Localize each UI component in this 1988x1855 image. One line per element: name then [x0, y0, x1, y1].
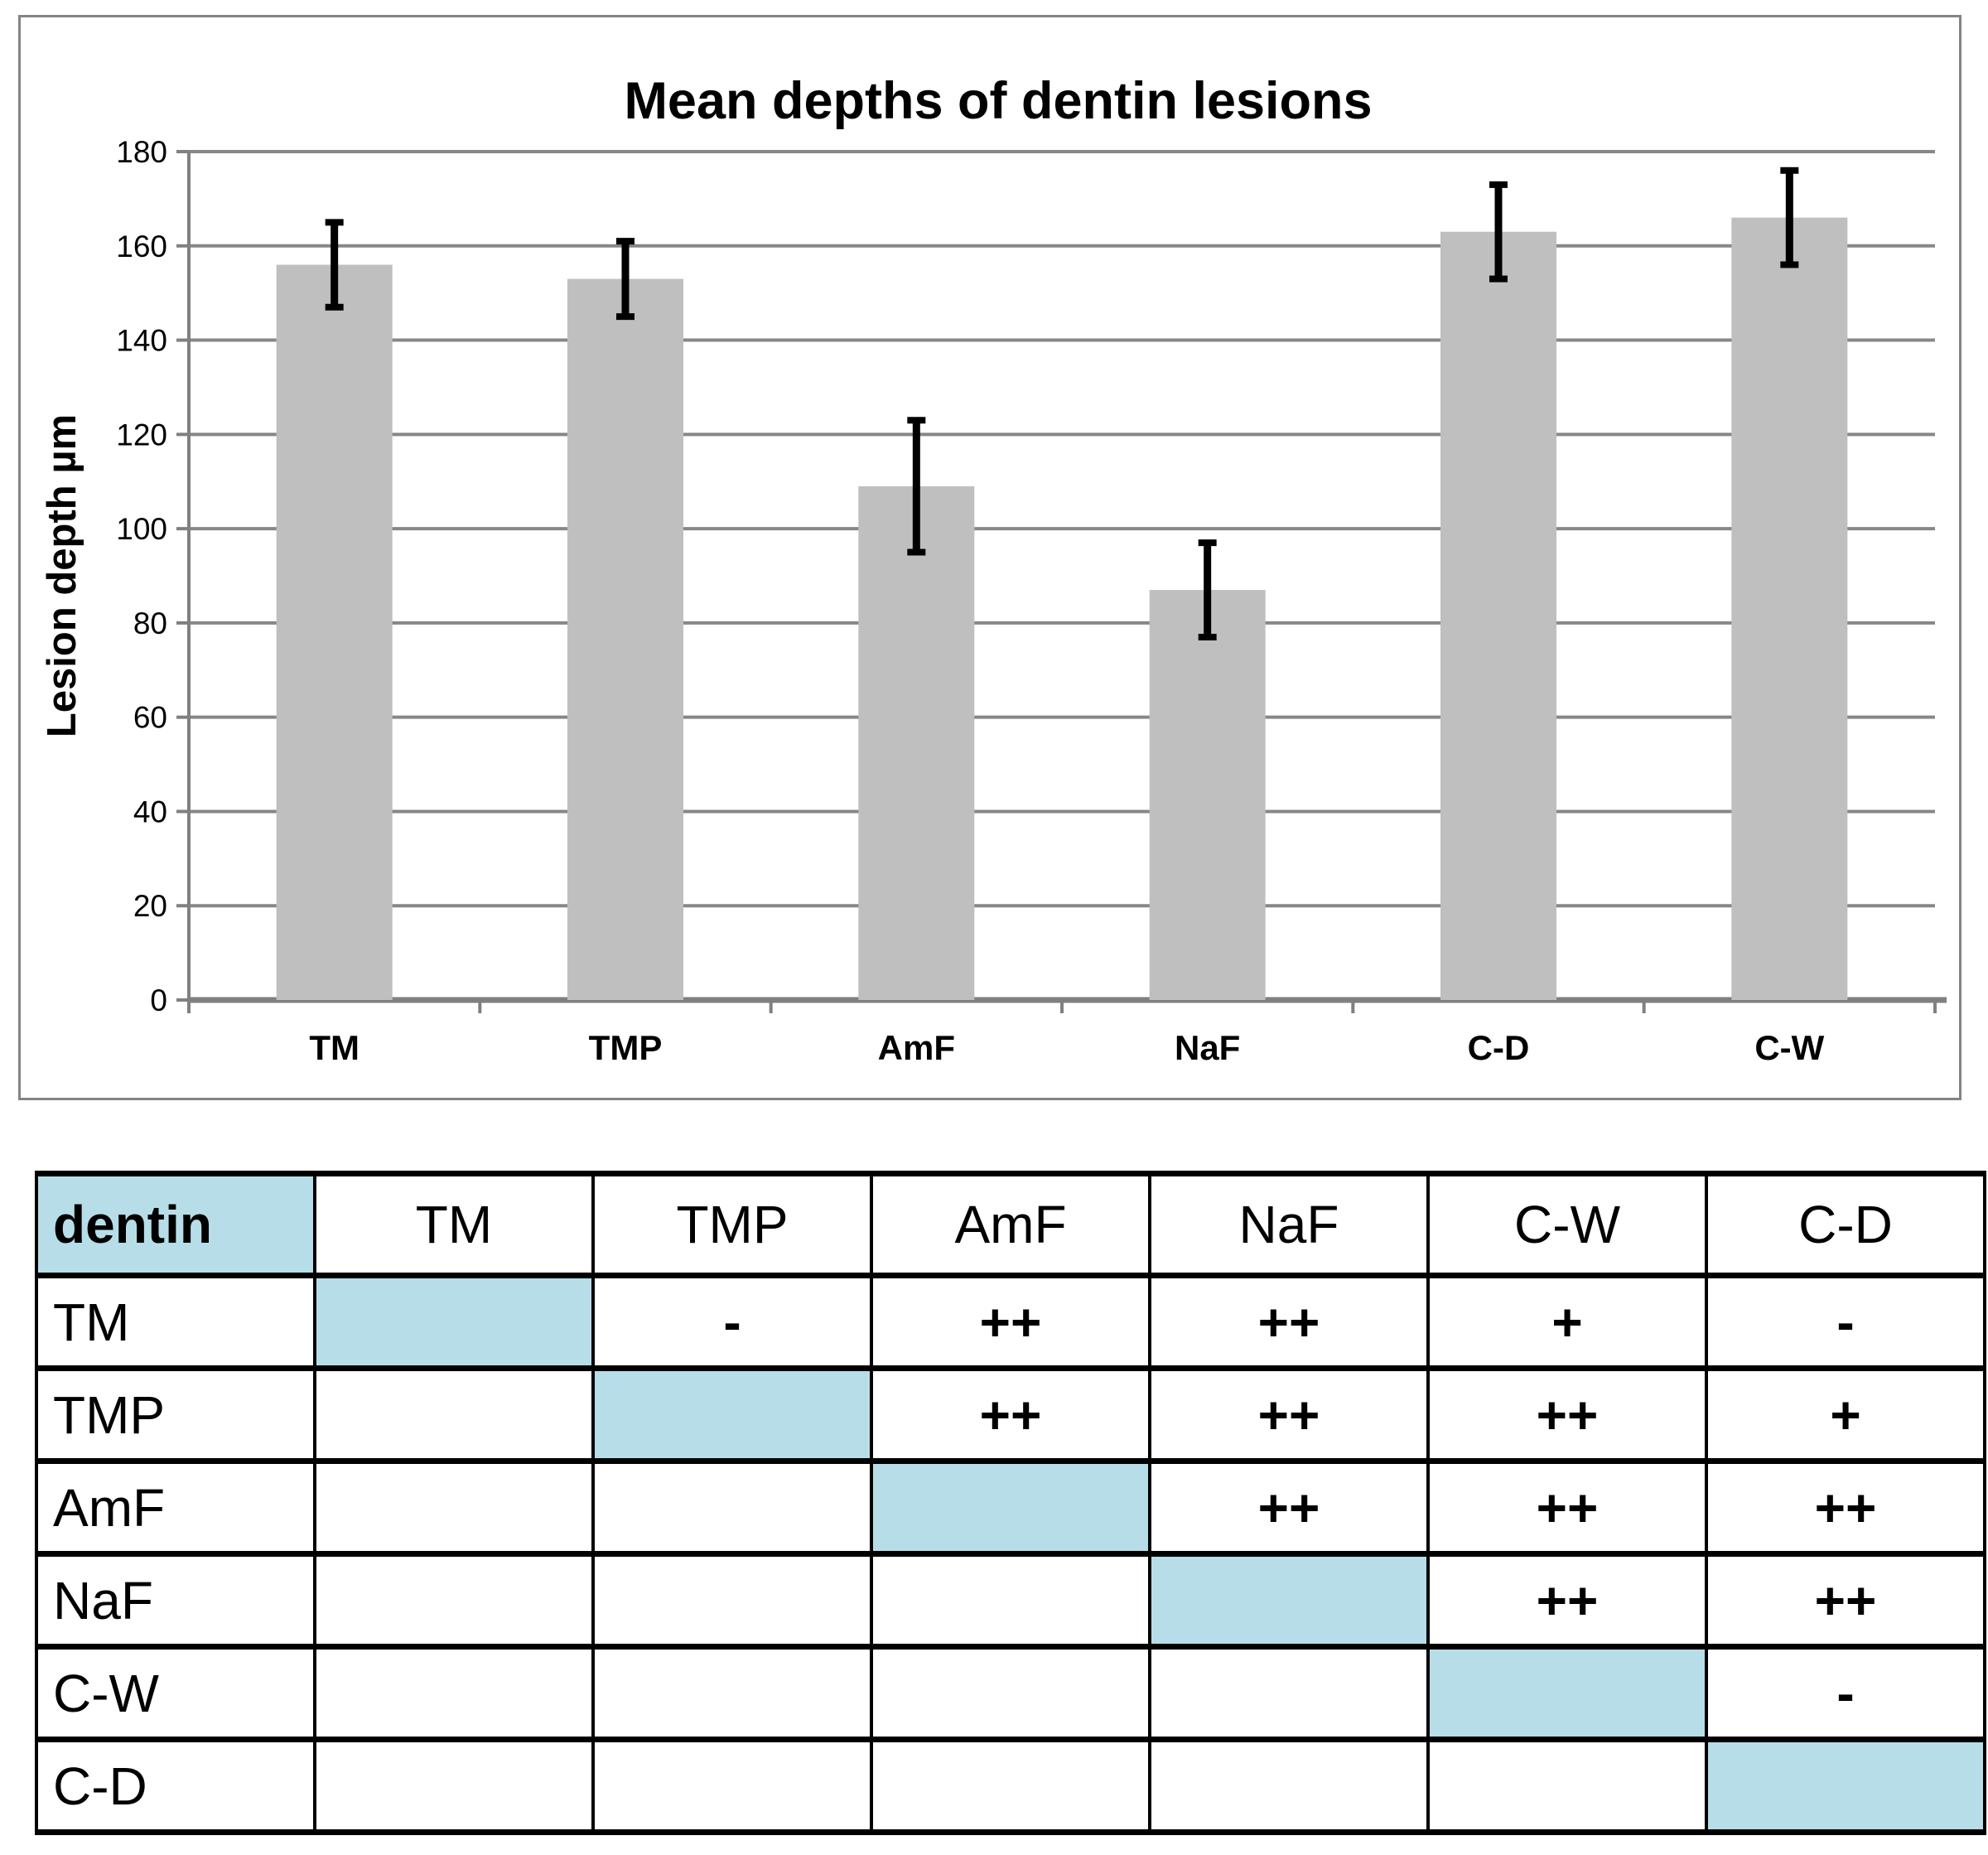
- chart-container: Mean depths of dentin lesions Lesion dep…: [18, 15, 1961, 1100]
- y-tick-label: 40: [133, 795, 167, 828]
- column-header-cw: C-W: [1426, 1171, 1708, 1278]
- table-cell: [591, 1644, 873, 1742]
- table-cell: [591, 1737, 873, 1835]
- bar-tm: [276, 264, 393, 1000]
- y-tick-label: 80: [133, 606, 167, 640]
- table-cell: [870, 1551, 1151, 1650]
- bar-c-w: [1731, 217, 1848, 1001]
- row-header-cd: C-D: [35, 1737, 316, 1835]
- table-cell: ++: [1148, 1458, 1430, 1557]
- row-header-naf: NaF: [35, 1551, 316, 1650]
- table-row: TM - ++ ++ + -: [35, 1273, 1986, 1371]
- row-header-tmp: TMP: [35, 1365, 316, 1464]
- table-cell: [870, 1644, 1151, 1742]
- table-cell: [870, 1458, 1151, 1557]
- y-tick-label: 140: [116, 324, 167, 358]
- table-cell: [1426, 1737, 1708, 1835]
- y-axis-label: Lesion depth µm: [40, 414, 84, 737]
- table-cell: ++: [1426, 1365, 1708, 1464]
- bar-amf: [858, 485, 975, 1000]
- table-cell: ++: [870, 1365, 1151, 1464]
- table-row: C-D: [35, 1737, 1986, 1835]
- row-header-amf: AmF: [35, 1458, 316, 1557]
- table-cell: [870, 1737, 1151, 1835]
- table-cell: ++: [870, 1273, 1151, 1371]
- category-label-tmp: TMP: [589, 1028, 663, 1067]
- table-cell: [313, 1644, 595, 1742]
- table-cell: [313, 1365, 595, 1464]
- column-header-tmp: TMP: [591, 1171, 873, 1278]
- table-cell: +: [1705, 1365, 1986, 1464]
- table-cell: [591, 1551, 873, 1650]
- table-row: NaF ++ ++: [35, 1551, 1986, 1650]
- bar-naf: [1149, 590, 1266, 1000]
- table-corner-cell: dentin: [35, 1171, 316, 1278]
- plot-area: 0 20 40 60 80 100 120 140 160 180 TM TMP AmF NaF C-D C-…: [116, 135, 1947, 1067]
- table-cell: [1705, 1737, 1986, 1835]
- table-row: TMP ++ ++ ++ +: [35, 1365, 1986, 1464]
- category-label-c-d: C-D: [1468, 1028, 1530, 1067]
- bar-c-d: [1440, 231, 1556, 1000]
- y-tick-label: 20: [133, 889, 167, 923]
- table-cell: ++: [1705, 1458, 1986, 1557]
- column-header-naf: NaF: [1148, 1171, 1430, 1278]
- table-row: AmF ++ ++ ++: [35, 1458, 1986, 1557]
- table-cell: [313, 1737, 595, 1835]
- y-tick-label: 0: [150, 983, 167, 1017]
- row-header-tm: TM: [35, 1273, 316, 1371]
- table-cell: -: [591, 1273, 873, 1371]
- table-cell: [313, 1551, 595, 1650]
- table-cell: [1148, 1737, 1430, 1835]
- table-header-row: dentin TM TMP AmF NaF C-W C-D: [35, 1171, 1986, 1278]
- y-tick-label: 100: [116, 512, 167, 546]
- table-cell: [1148, 1551, 1430, 1650]
- table-cell: [591, 1458, 873, 1557]
- column-header-cd: C-D: [1705, 1171, 1986, 1278]
- table-cell: [313, 1458, 595, 1557]
- table-cell: [1148, 1644, 1430, 1742]
- significance-table-wrapper: dentin TM TMP AmF NaF C-W C-D TM - ++ ++…: [35, 1171, 1986, 1835]
- table-row: C-W -: [35, 1644, 1986, 1742]
- bar-tmp: [567, 278, 683, 1001]
- category-label-naf: NaF: [1175, 1028, 1240, 1067]
- category-label-tm: TM: [309, 1028, 359, 1067]
- table-cell: -: [1705, 1273, 1986, 1371]
- y-tick-label: 120: [116, 418, 167, 452]
- y-tick-label: 160: [116, 229, 167, 263]
- chart-title: Mean depths of dentin lesions: [624, 72, 1372, 130]
- y-tick-label: 60: [133, 701, 167, 735]
- table-cell: ++: [1705, 1551, 1986, 1650]
- significance-table: dentin TM TMP AmF NaF C-W C-D TM - ++ ++…: [35, 1171, 1986, 1835]
- table-cell: -: [1705, 1644, 1986, 1742]
- table-cell: ++: [1148, 1365, 1430, 1464]
- table-cell: [1426, 1644, 1708, 1742]
- table-cell: [591, 1365, 873, 1464]
- table-cell: +: [1426, 1273, 1708, 1371]
- bar-chart-svg: Mean depths of dentin lesions Lesion dep…: [40, 72, 1947, 1067]
- row-header-cw: C-W: [35, 1644, 316, 1742]
- category-label-amf: AmF: [878, 1028, 955, 1067]
- table-cell: ++: [1426, 1551, 1708, 1650]
- y-tick-label: 180: [116, 135, 167, 169]
- table-cell: [313, 1273, 595, 1371]
- table-cell: ++: [1148, 1273, 1430, 1371]
- table-cell: ++: [1426, 1458, 1708, 1557]
- column-header-tm: TM: [313, 1171, 595, 1278]
- column-header-amf: AmF: [870, 1171, 1151, 1278]
- category-label-c-w: C-W: [1754, 1028, 1824, 1067]
